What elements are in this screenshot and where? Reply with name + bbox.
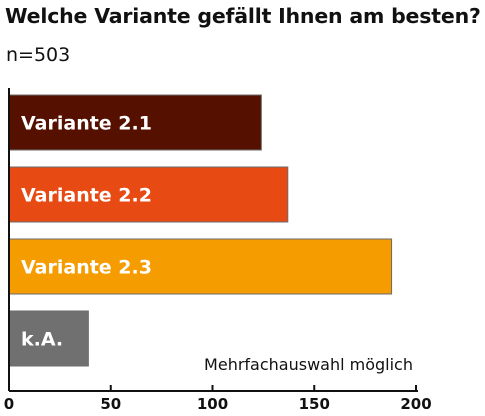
chart-subtitle: n=503 — [6, 44, 71, 66]
bar-2 — [8, 238, 393, 295]
bar-1 — [8, 166, 289, 223]
x-tick-label-4: 200 — [400, 395, 431, 413]
x-tick-label-3: 150 — [299, 395, 330, 413]
multiple-choice-note: Mehrfachauswahl möglich — [204, 355, 413, 374]
x-tick-label-1: 50 — [100, 395, 121, 413]
bar-0 — [8, 94, 262, 151]
bars-group: Variante 2.1 Variante 2.2 Variante 2.3 k.A. — [8, 94, 393, 367]
bar-3 — [8, 310, 89, 367]
bar-label-1: Variante 2.2 — [21, 185, 152, 207]
x-tick-label-0: 0 — [4, 395, 14, 413]
bar-label-2: Variante 2.3 — [21, 257, 152, 279]
bar-label-3: k.A. — [21, 329, 63, 351]
chart-title: Welche Variante gefällt Ihnen am besten? — [5, 4, 481, 28]
x-tick-label-2: 100 — [197, 395, 228, 413]
bar-label-0: Variante 2.1 — [21, 113, 152, 135]
x-axis: 0 50 100 150 200 — [4, 88, 432, 413]
